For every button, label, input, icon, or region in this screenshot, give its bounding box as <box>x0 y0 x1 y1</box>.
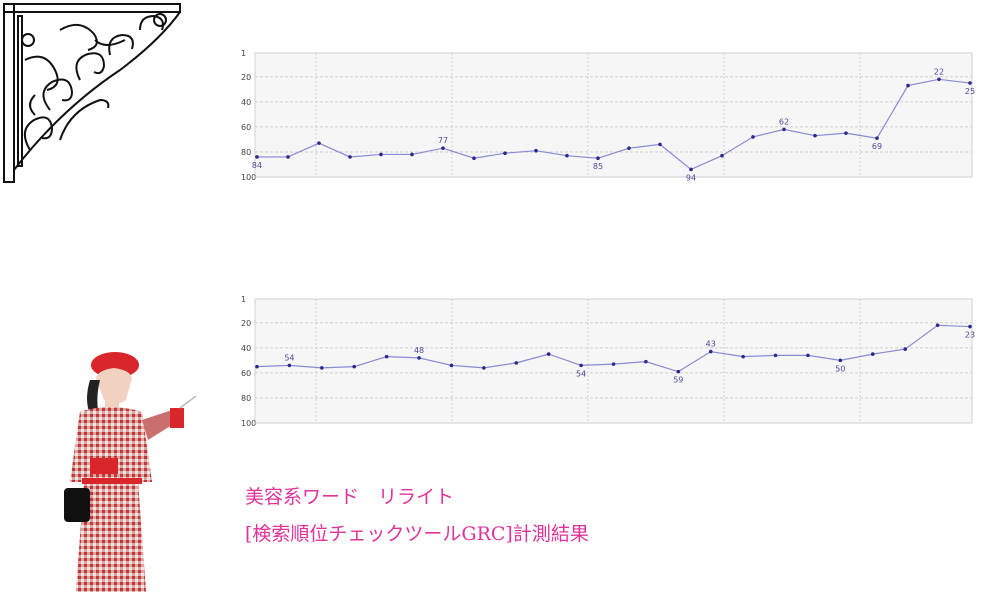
data-point <box>676 369 681 374</box>
data-point <box>317 141 321 145</box>
data-point <box>906 83 910 88</box>
data-point <box>596 156 600 161</box>
data-point <box>348 155 352 159</box>
data-label: 69 <box>872 142 882 151</box>
data-label: 84 <box>252 161 262 170</box>
data-point <box>806 353 810 358</box>
data-label: 25 <box>965 87 975 96</box>
data-label: 22 <box>934 67 944 76</box>
data-point <box>579 363 583 368</box>
plot-area <box>254 52 973 178</box>
data-point <box>937 77 941 82</box>
data-point <box>417 356 421 360</box>
data-point <box>449 363 454 368</box>
data-label: 85 <box>593 162 603 171</box>
data-label: 59 <box>673 376 683 385</box>
data-label: 48 <box>414 346 424 355</box>
y-tick-label: 1 <box>241 49 246 58</box>
y-tick-label: 20 <box>241 319 251 328</box>
data-point <box>287 363 292 368</box>
y-tick-label: 80 <box>241 148 251 157</box>
data-point <box>546 352 551 356</box>
data-label: 23 <box>965 331 975 340</box>
data-point <box>782 127 786 132</box>
data-point <box>935 323 940 328</box>
data-point <box>708 349 713 354</box>
data-point <box>255 364 259 369</box>
data-point <box>720 153 724 158</box>
data-point <box>611 362 616 366</box>
data-point <box>968 81 972 85</box>
y-tick-label: 1 <box>241 295 246 304</box>
data-point <box>689 167 693 172</box>
data-label: 62 <box>779 117 789 126</box>
y-tick-label: 40 <box>241 344 251 353</box>
data-point <box>565 153 569 158</box>
data-label: 54 <box>576 369 586 378</box>
data-point <box>352 364 357 369</box>
data-label: 50 <box>835 364 845 373</box>
data-point <box>503 151 507 156</box>
series-line <box>257 78 971 171</box>
data-point <box>255 155 259 159</box>
y-tick-label: 80 <box>241 394 251 403</box>
data-point <box>838 358 843 363</box>
caption-line: [検索順位チェックツールGRC]計測結果 <box>245 523 589 545</box>
data-point <box>844 131 848 135</box>
data-point <box>968 324 972 329</box>
data-point <box>658 142 662 147</box>
data-label: 54 <box>284 353 294 362</box>
data-point <box>320 366 324 370</box>
data-label: 77 <box>438 136 448 145</box>
caption-line: 美容系ワード リライト <box>245 486 454 508</box>
data-point <box>482 366 486 370</box>
data-point <box>751 135 755 139</box>
y-tick-label: 20 <box>241 73 251 82</box>
data-point <box>627 146 631 150</box>
data-point <box>384 354 389 359</box>
data-point <box>410 152 414 157</box>
data-point <box>379 152 383 157</box>
y-tick-label: 100 <box>241 419 256 428</box>
data-label: 43 <box>706 340 716 349</box>
ornament <box>3 3 181 183</box>
y-tick-label: 60 <box>241 369 251 378</box>
data-point <box>875 136 879 140</box>
data-point <box>441 146 445 150</box>
y-tick-label: 40 <box>241 98 251 107</box>
data-point <box>813 133 817 138</box>
data-point <box>286 155 290 159</box>
figure-illustration <box>64 352 197 592</box>
data-point <box>773 353 778 358</box>
data-point <box>644 359 648 364</box>
data-label: 94 <box>686 173 696 182</box>
plot-area <box>254 298 973 424</box>
data-point <box>870 352 875 356</box>
data-point <box>514 361 519 365</box>
y-tick-label: 60 <box>241 123 251 132</box>
data-point <box>903 347 907 351</box>
data-point <box>741 354 745 359</box>
y-tick-label: 100 <box>241 173 256 182</box>
data-point <box>472 156 476 161</box>
data-point <box>534 148 538 153</box>
